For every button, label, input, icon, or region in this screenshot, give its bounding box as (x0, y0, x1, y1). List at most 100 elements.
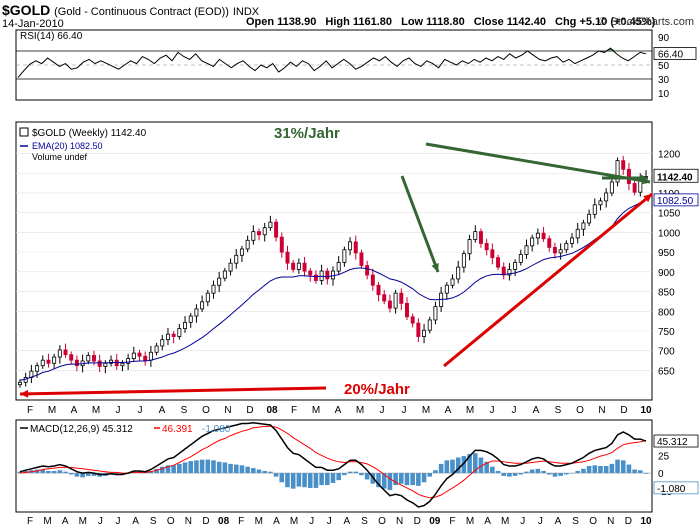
macd-histogram-bar (444, 460, 450, 474)
candle-up (165, 333, 170, 341)
candle-up (513, 261, 518, 270)
macd-x-label: O (378, 516, 386, 527)
macd-x-label: D (625, 516, 632, 527)
candle-down (478, 231, 483, 244)
macd-histogram-bar (484, 461, 489, 474)
red-arrow-left-head (20, 389, 29, 398)
green-arrow-left-head (431, 263, 439, 272)
macd-histogram-bar (490, 466, 495, 474)
candle-down (410, 316, 415, 324)
macd-histogram-bar (17, 471, 23, 474)
macd-histogram-bar (364, 473, 370, 480)
candle-up (131, 352, 136, 359)
macd-line (19, 422, 647, 508)
macd-histogram-bar (194, 460, 199, 474)
macd-x-label: D (414, 516, 421, 527)
candle-up (393, 292, 398, 309)
macd-histogram-bar (626, 464, 632, 474)
candle-up (200, 301, 205, 310)
candle-down (399, 292, 404, 304)
macd-histogram-bar (575, 470, 581, 474)
macd-histogram-bar (347, 471, 353, 474)
candle-up (433, 306, 438, 321)
candle-up (570, 237, 574, 244)
macd-histogram-bar (353, 471, 359, 474)
price-tick-label: 950 (658, 248, 675, 259)
macd-histogram-bar (307, 473, 313, 488)
instrument-name: (Gold - Continuous Contract (EOD)) (54, 6, 229, 18)
rsi-tick-label: 50 (658, 61, 670, 72)
candle-down (541, 232, 546, 240)
macd-histogram-bar (632, 469, 637, 474)
macd-histogram-bar (216, 461, 222, 474)
macd-histogram-bar (319, 473, 324, 486)
macd-histogram-bar (427, 473, 433, 477)
macd-x-label: A (484, 516, 491, 527)
macd-histogram-bar (63, 471, 68, 474)
candle-down (92, 355, 96, 362)
price-x-label: J (402, 405, 407, 416)
price-tick-label: 850 (658, 288, 675, 299)
candle-up (239, 248, 244, 256)
candle-down (552, 246, 557, 254)
copyright-label: © StockCharts.com (599, 16, 694, 28)
annotation-31-label: 31%/Jahr (274, 125, 340, 142)
macd-tick-label: 25 (658, 451, 670, 462)
macd-histogram-bar (85, 473, 91, 476)
candle-up (18, 381, 22, 386)
candle-down (359, 252, 364, 266)
macd-histogram-bar (478, 457, 484, 474)
macd-histogram-bar (177, 463, 182, 474)
macd-x-label: A (62, 516, 69, 527)
candle-up (609, 181, 614, 194)
macd-histogram-bar (211, 460, 216, 474)
macd-histogram-bar (518, 473, 524, 475)
candle-down (291, 262, 296, 270)
candle-up (262, 227, 267, 236)
price-x-label: 10 (640, 405, 652, 416)
macd-x-label: A (273, 516, 280, 527)
price-x-label: O (576, 405, 584, 416)
macd-histogram-bar (228, 463, 233, 474)
candle-up (211, 284, 216, 294)
candle-up (427, 319, 432, 331)
macd-x-label: F (238, 516, 244, 527)
macd-histogram-bar (359, 473, 364, 476)
candle-down (353, 241, 358, 254)
candle-down (387, 300, 392, 309)
candle-up (86, 355, 91, 362)
macd-x-label: 09 (429, 516, 441, 527)
macd-histogram-bar (239, 465, 245, 474)
candle-down (621, 160, 626, 170)
candle-up (103, 362, 108, 367)
candle-up (35, 365, 40, 372)
candle-down (501, 266, 506, 276)
macd-histogram-bar (438, 463, 444, 474)
candle-up (342, 249, 347, 263)
candle-down (285, 251, 290, 264)
macd-histogram-bar (245, 466, 250, 474)
candle-down (97, 360, 102, 367)
chart-title: $GOLD (Gold - Continuous Contract (EOD))… (2, 2, 259, 18)
candle-down (365, 265, 370, 276)
candle-up (217, 277, 222, 286)
macd-histogram-bar (433, 470, 438, 474)
candle-up (507, 269, 512, 276)
macd-x-label: M (79, 516, 87, 527)
candle-down (274, 221, 279, 238)
macd-histogram-bar (342, 473, 347, 476)
red-arrow-up-shaft (443, 192, 653, 368)
ema-value-label: 1082.50 (657, 196, 694, 207)
hist-legend-label: -1.080 (202, 424, 231, 435)
macd-histogram-bar (165, 465, 171, 474)
price-x-label: M (356, 405, 364, 416)
macd-x-label: S (572, 516, 579, 527)
candle-up (422, 329, 427, 337)
macd-histogram-bar (273, 473, 279, 477)
macd-histogram-bar (68, 473, 74, 475)
rsi-tick-label: 10 (658, 89, 670, 100)
macd-histogram-bar (512, 473, 518, 476)
macd-histogram-bar (302, 473, 307, 488)
macd-histogram-bar (564, 473, 569, 475)
hist-value-box (653, 481, 699, 495)
